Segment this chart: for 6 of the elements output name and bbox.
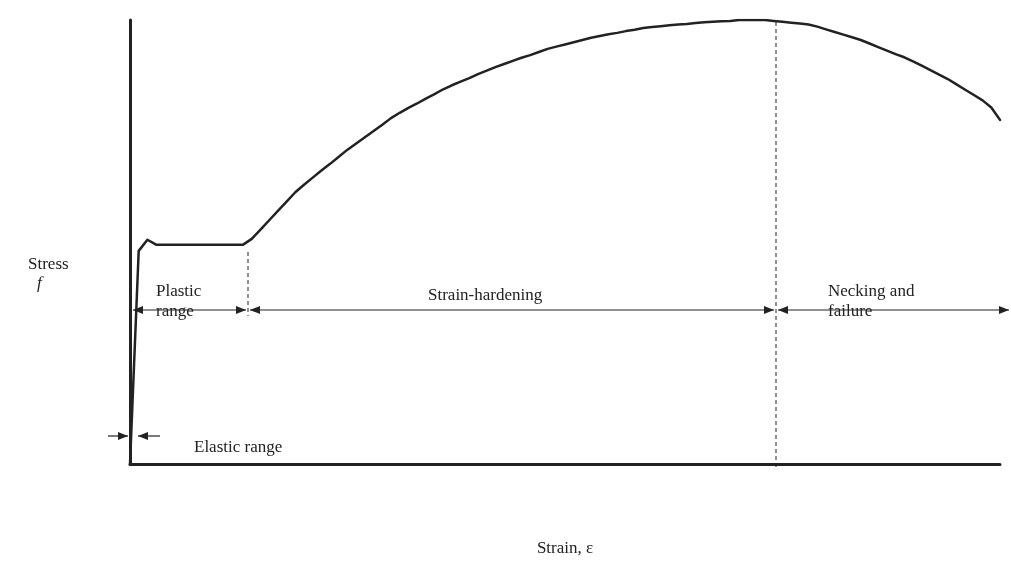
annotation: Strain-hardening — [428, 284, 543, 304]
x-axis-title: Strain, ε — [536, 538, 594, 557]
annotation: Necking and failure — [828, 280, 915, 320]
annotation: Plastic range — [156, 280, 202, 320]
y-axis-title: Stress f — [28, 254, 69, 292]
annotation: Elastic range — [194, 436, 283, 456]
